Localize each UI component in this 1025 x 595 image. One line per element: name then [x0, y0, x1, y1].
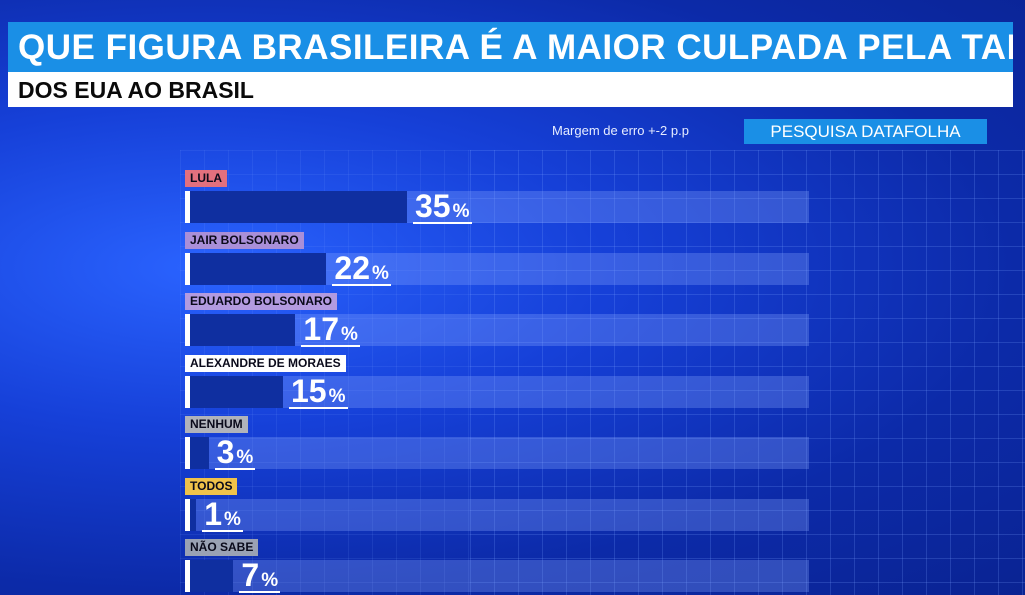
value-label: 22% [332, 250, 391, 286]
value-label: 1% [202, 496, 243, 532]
value-unit: % [261, 570, 279, 591]
value-label: 15% [289, 373, 348, 409]
value-number: 1 [204, 495, 222, 532]
bar-start-marker [185, 437, 190, 469]
background-grid [470, 150, 1025, 595]
bar-row: TODOS 1% [0, 477, 1025, 538]
bar-row: EDUARDO BOLSONARO 17% [0, 293, 1025, 353]
category-label: TODOS [185, 477, 238, 495]
bar-track [185, 437, 809, 469]
bar-track [185, 560, 809, 592]
bar [190, 498, 197, 531]
category-label: NÃO SABE [185, 539, 259, 556]
value-number: 35 [415, 188, 451, 224]
bar [190, 437, 209, 469]
value-label: 3% [214, 434, 256, 470]
bar-start-marker [185, 375, 190, 408]
bar-row: NENHUM 3% [0, 416, 1025, 476]
category-label: LULA [185, 170, 227, 187]
bar-start-marker [185, 560, 190, 592]
value-unit: % [371, 262, 389, 284]
value-unit: % [328, 385, 346, 407]
chart-subtitle: DOS EUA AO BRASIL [8, 72, 1013, 107]
margin-of-error-note: Margem de erro +-2 p.p [552, 123, 689, 138]
bar-row: ALEXANDRE DE MORAES 15% [0, 354, 1025, 415]
bar [190, 314, 296, 346]
value-unit: % [223, 508, 241, 530]
value-label: 17% [301, 311, 360, 347]
bar-track [185, 498, 809, 531]
value-number: 17 [303, 311, 339, 347]
bar-track [185, 375, 809, 408]
bar-start-marker [185, 314, 190, 346]
bar-row: JAIR BOLSONARO 22% [0, 231, 1025, 292]
bar-start-marker [185, 191, 190, 223]
bar-row: LULA 35% [0, 170, 1025, 230]
category-label: NENHUM [185, 416, 248, 433]
category-label: JAIR BOLSONARO [185, 231, 304, 249]
background-grid-left [180, 150, 470, 595]
category-label: EDUARDO BOLSONARO [185, 293, 338, 310]
chart-title: QUE FIGURA BRASILEIRA É A MAIOR CULPADA … [8, 22, 1013, 72]
value-number: 22 [334, 249, 370, 286]
source-badge: PESQUISA DATAFOLHA [744, 119, 987, 144]
value-unit: % [340, 324, 358, 345]
value-number: 3 [216, 434, 235, 470]
category-label: ALEXANDRE DE MORAES [185, 354, 346, 372]
bar [190, 191, 407, 223]
bar [190, 252, 327, 285]
bar-start-marker [185, 498, 190, 531]
bar [190, 560, 234, 592]
value-number: 15 [291, 372, 327, 409]
value-label: 7% [239, 557, 281, 593]
value-unit: % [452, 201, 470, 222]
value-unit: % [236, 447, 254, 468]
value-number: 7 [241, 557, 260, 593]
bar-start-marker [185, 252, 190, 285]
bar-row: NÃO SABE 7% [0, 539, 1025, 595]
value-label: 35% [413, 188, 472, 224]
bar [190, 375, 283, 408]
